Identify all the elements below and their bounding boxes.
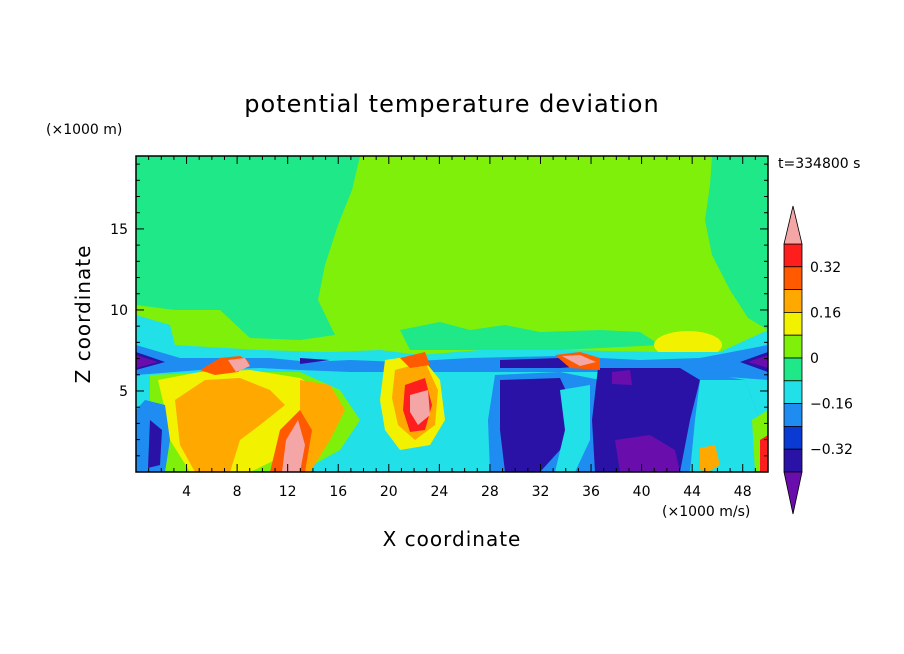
colorbar-upper-extension [783,205,803,245]
y-tick-label: 10 [110,303,128,319]
x-units-label: (×1000 m/s) [662,504,750,520]
y-units-label: (×1000 m) [46,122,122,138]
colorbar-box [783,289,803,313]
colorbar-tick-label: 0.16 [810,305,841,321]
x-axis: 4 8 12 16 20 24 28 32 36 40 44 48 [148,156,756,500]
colorbar-box [783,357,803,382]
x-tick-label: 44 [683,484,701,500]
y-axis-label: Z coordinate [71,245,95,384]
y-axis: 5 10 15 [110,163,768,457]
x-tick-label: 8 [233,484,242,500]
colorbar-box [783,425,803,450]
plot-area [136,156,768,472]
x-tick-label: 36 [582,484,600,500]
field-upper-mid-patch [400,322,660,350]
colorbar-tick-label: −0.16 [810,397,853,413]
field-pink-mid [410,390,430,425]
colorbar-box [783,448,803,473]
time-label: t=334800 s [778,156,860,172]
colorbar-box [783,243,803,268]
x-tick-label: 48 [734,484,752,500]
field-red-right-edge [760,435,768,472]
field-purple-left [136,355,158,368]
colorbar-tick-label: 0.32 [810,260,841,276]
field-purple-right [748,355,768,368]
colorbar-box [783,380,803,404]
x-tick-label: 20 [380,484,398,500]
field-navy-lower-left [148,420,162,468]
field-navy-right [500,378,575,472]
field-pink-peak-left [228,358,250,372]
colorbar-tick-label: 0 [810,351,819,367]
y-tick-label: 15 [110,222,128,238]
colorbar-box [783,334,803,359]
colorbar-box [783,403,803,427]
x-tick-label: 32 [532,484,550,500]
x-axis-label: X coordinate [383,527,522,551]
field-pink-crest-right [562,355,596,366]
colorbar-box [783,266,803,290]
y-tick-label: 5 [119,384,128,400]
colorbar: 0.32 0.16 0 −0.16 −0.32 [783,205,853,515]
field-cyan-gap [555,385,590,472]
field-upper-right [705,156,768,330]
field-upper-left [136,156,360,340]
field-orange-right-lower [700,445,720,472]
x-tick-label: 16 [329,484,347,500]
colorbar-box [783,311,803,336]
chart-title: potential temperature deviation [244,90,659,118]
field-pink-column [282,420,305,472]
field-red-crest [400,352,430,368]
field-orange-lower-left [175,378,285,472]
colorbar-tick-label: −0.32 [810,442,853,458]
x-tick-label: 28 [481,484,499,500]
field-purple-deep-right [612,370,680,472]
x-tick-label: 12 [279,484,297,500]
colorbar-lower-extension [783,471,803,515]
x-tick-label: 40 [633,484,651,500]
x-tick-label: 4 [182,484,191,500]
x-tick-label: 24 [430,484,448,500]
